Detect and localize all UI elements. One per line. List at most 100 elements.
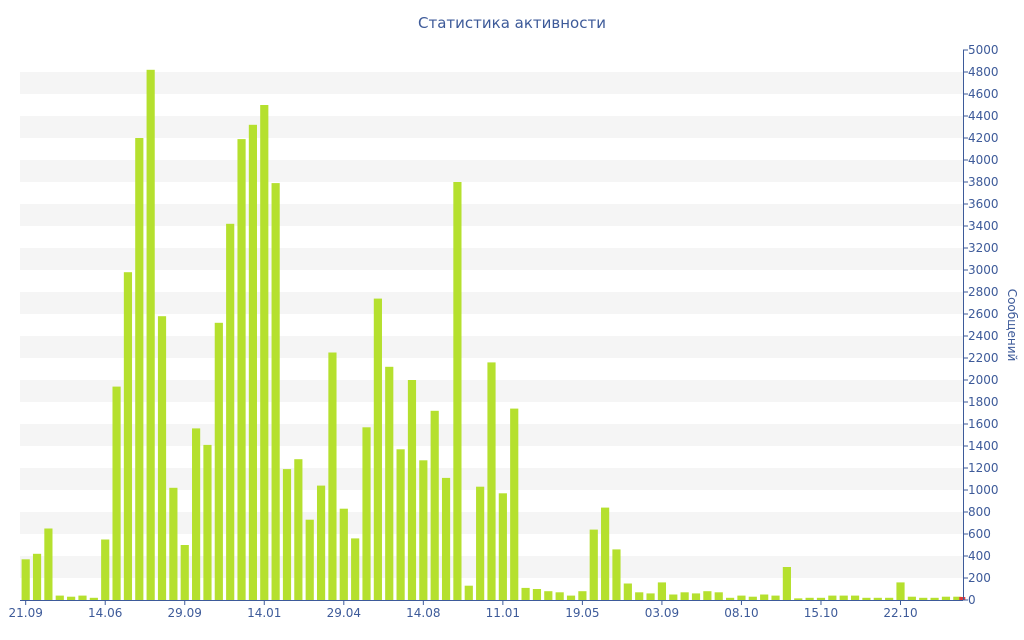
y-tick-label: 1600	[968, 417, 999, 431]
bar[interactable]	[328, 352, 337, 601]
bar[interactable]	[373, 298, 382, 600]
bar[interactable]	[941, 596, 951, 600]
bar[interactable]	[635, 592, 644, 600]
bar[interactable]	[669, 594, 678, 601]
x-tick-label: 22.10	[883, 606, 917, 620]
bar[interactable]	[407, 380, 417, 600]
bar[interactable]	[521, 587, 530, 600]
y-tick-label: 600	[968, 527, 991, 541]
bar[interactable]	[782, 567, 791, 600]
bar[interactable]	[362, 427, 371, 600]
bar[interactable]	[476, 486, 485, 600]
y-axis: 0 200 400 600 800 1000 1200 1400 1600 1800 2000 220…	[963, 43, 999, 607]
bar[interactable]	[271, 183, 280, 600]
bar[interactable]	[601, 507, 610, 600]
bar[interactable]	[351, 538, 360, 600]
bar[interactable]	[873, 597, 882, 600]
bar[interactable]	[89, 597, 98, 600]
bar[interactable]	[294, 459, 303, 600]
bar[interactable]	[907, 596, 916, 600]
bar[interactable]	[714, 592, 723, 600]
bar[interactable]	[67, 596, 76, 600]
bar[interactable]	[839, 595, 848, 600]
bar[interactable]	[180, 545, 189, 600]
bar[interactable]	[237, 139, 246, 600]
grid-band	[20, 160, 963, 182]
bar[interactable]	[828, 595, 837, 600]
y-tick-label: 1800	[968, 395, 999, 409]
bar[interactable]	[248, 124, 257, 601]
bar[interactable]	[737, 595, 746, 600]
bar[interactable]	[623, 583, 632, 601]
bar[interactable]	[123, 272, 133, 600]
bar[interactable]	[760, 594, 769, 601]
bar[interactable]	[157, 316, 167, 600]
bar[interactable]	[862, 597, 871, 600]
bar[interactable]	[953, 596, 962, 600]
bar[interactable]	[44, 528, 53, 601]
bar[interactable]	[169, 487, 178, 600]
bar[interactable]	[487, 362, 496, 600]
bar[interactable]	[32, 553, 42, 600]
bar[interactable]	[305, 519, 314, 600]
bar[interactable]	[805, 597, 814, 600]
bar[interactable]	[385, 366, 394, 600]
bar[interactable]	[850, 595, 860, 600]
bar[interactable]	[510, 408, 519, 600]
bar[interactable]	[396, 449, 405, 600]
bar[interactable]	[919, 597, 928, 600]
y-tick-label: 400	[968, 549, 991, 563]
bar[interactable]	[55, 595, 64, 600]
bar[interactable]	[680, 592, 689, 600]
bar[interactable]	[419, 460, 428, 600]
bar[interactable]	[78, 595, 87, 600]
bar[interactable]	[214, 322, 223, 600]
bar[interactable]	[794, 598, 803, 600]
bar[interactable]	[101, 539, 110, 601]
bar[interactable]	[316, 485, 326, 600]
bar[interactable]	[453, 182, 462, 600]
bar[interactable]	[135, 138, 144, 600]
bar[interactable]	[226, 223, 235, 601]
bar[interactable]	[260, 105, 269, 600]
bar[interactable]	[691, 593, 701, 600]
bar[interactable]	[589, 529, 598, 600]
bar[interactable]	[339, 508, 348, 600]
bar[interactable]	[21, 559, 30, 600]
x-tick-label: 14.06	[88, 606, 122, 620]
bar[interactable]	[146, 69, 155, 601]
y-tick-label: 2600	[968, 307, 999, 321]
bar[interactable]	[748, 596, 757, 600]
bar[interactable]	[203, 444, 212, 600]
bar[interactable]	[282, 469, 292, 600]
bar[interactable]	[657, 582, 667, 600]
bar[interactable]	[555, 592, 564, 600]
y-tick-label: 5000	[968, 43, 999, 57]
x-tick-label: 14.08	[406, 606, 440, 620]
bar[interactable]	[896, 582, 905, 600]
y-axis-title: Сообщений	[1005, 289, 1019, 362]
bar[interactable]	[771, 595, 780, 600]
bar[interactable]	[464, 585, 473, 600]
bar[interactable]	[498, 493, 507, 600]
bar[interactable]	[112, 386, 121, 600]
y-tick-label: 2800	[968, 285, 999, 299]
bar[interactable]	[192, 428, 201, 600]
bar[interactable]	[430, 410, 439, 600]
bar[interactable]	[726, 597, 735, 600]
bar[interactable]	[532, 589, 542, 600]
x-tick-label: 29.09	[168, 606, 202, 620]
bar[interactable]	[612, 549, 621, 600]
bar[interactable]	[441, 477, 451, 600]
bar[interactable]	[816, 597, 826, 600]
x-tick-label: 19.05	[565, 606, 599, 620]
bar[interactable]	[578, 591, 587, 600]
bar[interactable]	[566, 595, 576, 600]
bar[interactable]	[646, 593, 655, 600]
bar[interactable]	[544, 591, 553, 600]
y-tick-label: 2400	[968, 329, 999, 343]
bar[interactable]	[930, 597, 939, 600]
bar[interactable]	[885, 597, 894, 600]
y-tick-label: 200	[968, 571, 991, 585]
bar[interactable]	[703, 591, 712, 600]
